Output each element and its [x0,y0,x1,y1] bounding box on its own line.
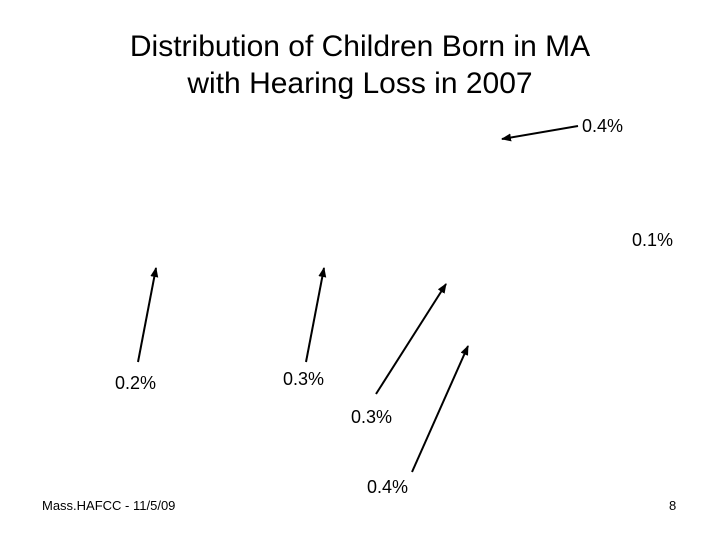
callout-label-bottom-center: 0.4% [367,477,409,497]
title-line-2: with Hearing Loss in 2007 [187,67,533,100]
title-line-1: Distribution of Children Born in MA [129,30,591,63]
arrow-bottom-center [411,345,469,473]
callout-label-right: 0.1% [632,230,674,250]
slide-title: Distribution of Children Born in MA with… [60,28,660,102]
callout-label-center: 0.3% [351,407,393,427]
arrow-center [375,283,447,395]
arrow-top-right [501,125,579,142]
arrow-far-left [137,267,159,363]
callout-label-top-right: 0.4% [582,116,624,136]
footer-text: Mass.HAFCC - 11/5/09 [42,498,176,513]
callout-label-left: 0.3% [283,369,325,389]
callout-label-far-left: 0.2% [115,373,157,393]
arrow-left [305,267,327,363]
page-number: 8 [669,498,677,513]
